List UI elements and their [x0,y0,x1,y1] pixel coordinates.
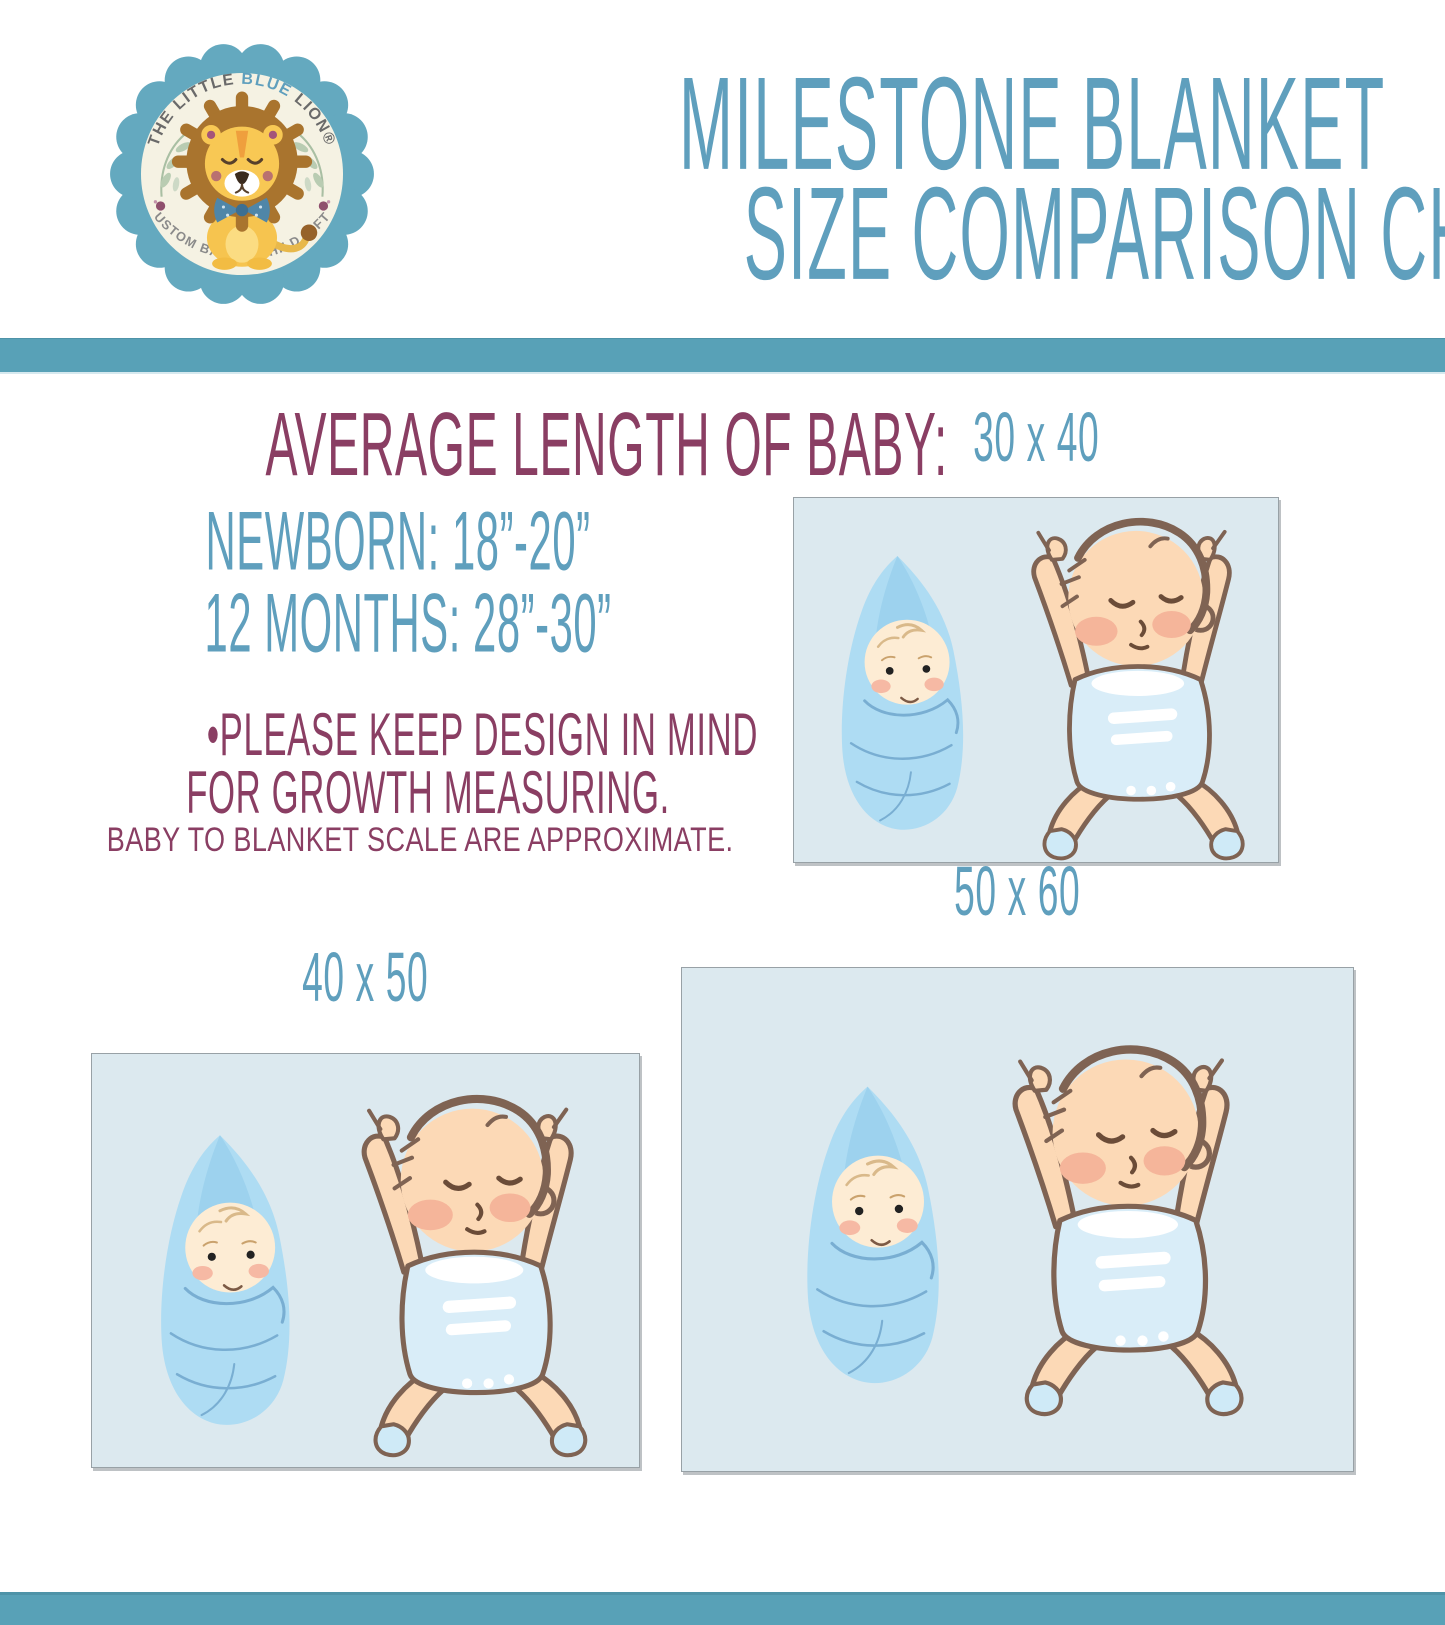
blanket-box-40x50 [91,1053,640,1468]
page-title-line-2: SIZE COMPARISON CHART [743,160,1445,308]
brand-logo: THE LITTLE BLUE LION® CUSTOM BABY & CHIL… [108,40,374,304]
baby-pair-illustration [140,1076,590,1459]
design-note-line-2: FOR GROWTH MEASURING. [186,757,670,826]
blanket-unit-30x40: 30 x 40 [793,399,1279,864]
bow-tie-icon [214,197,270,223]
newborn-length-line: NEWBORN: 18”-20” [205,494,591,588]
baby-pair-illustration [822,500,1247,862]
blanket-box-30x40 [793,497,1279,863]
scale-approximate-note: BABY TO BLANKET SCALE ARE APPROXIMATE. [106,819,734,859]
bottom-divider-bar [0,1592,1445,1625]
blanket-size-label-50x60: 50 x 60 [954,853,1081,931]
top-divider-bar [0,338,1445,372]
blanket-size-label-40x50: 40 x 50 [302,939,429,1017]
lion-icon [171,91,318,270]
blanket-unit-40x50: 40 x 50 [91,939,640,1468]
page-title-line-1: MILESTONE BLANKET [678,50,1386,198]
design-note-line-1: •PLEASE KEEP DESIGN IN MIND [206,699,759,768]
laurel-right-icon [293,134,331,211]
twelve-months-length-line: 12 MONTHS: 28”-30” [204,576,612,670]
baby-pair-illustration [786,1026,1246,1418]
blanket-size-label-30x40: 30 x 40 [972,399,1100,477]
blanket-unit-50x60: 50 x 60 [681,853,1354,1472]
average-length-heading: AVERAGE LENGTH OF BABY: [265,394,948,495]
blanket-box-50x60 [681,967,1354,1472]
